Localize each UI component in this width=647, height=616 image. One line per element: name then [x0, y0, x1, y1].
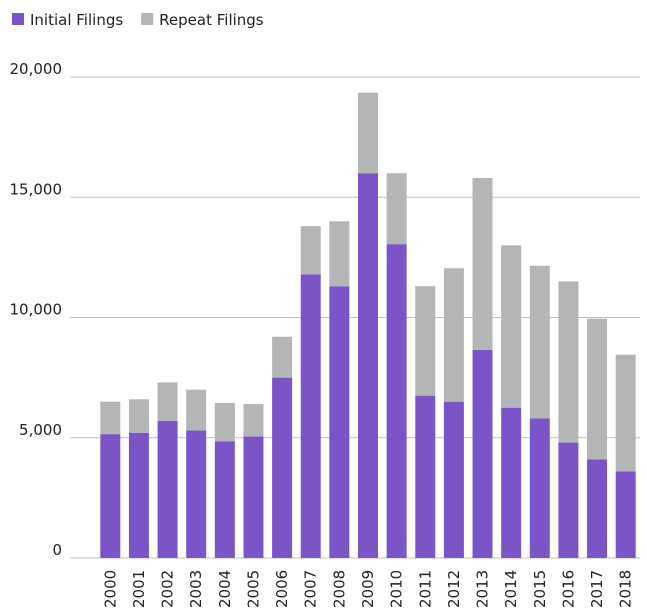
x-tick-label: 2013 [474, 570, 492, 608]
bar-segment [386, 173, 407, 245]
bar-segment [300, 226, 321, 275]
bar-segment [501, 245, 522, 408]
x-tick-label: 2006 [273, 570, 291, 608]
bar-segment [300, 274, 321, 558]
bar-segment [186, 430, 207, 558]
y-tick-label: 10,000 [10, 301, 63, 319]
bar-segment [472, 178, 493, 350]
x-tick-label: 2010 [388, 570, 406, 608]
bar-segment [587, 459, 608, 558]
x-tick-label: 2009 [359, 570, 377, 608]
bar-segment [472, 349, 493, 558]
bar-segment [272, 377, 293, 558]
x-tick-label: 2017 [588, 570, 606, 608]
legend-label: Repeat Filings [159, 11, 264, 29]
x-tick-label: 2002 [159, 570, 177, 608]
legend-swatch [12, 13, 24, 25]
x-tick-label: 2001 [130, 570, 148, 608]
bar-segment [615, 354, 636, 472]
x-tick-label: 2004 [216, 570, 234, 608]
bar-segment [558, 442, 579, 558]
x-tick-label: 2005 [244, 570, 262, 608]
x-tick-label: 2008 [330, 570, 348, 608]
bar-segment [100, 434, 121, 558]
bar-segment [186, 389, 207, 431]
y-tick-label: 0 [52, 541, 62, 559]
bar-segment [214, 441, 235, 558]
x-tick-label: 2015 [531, 570, 549, 608]
bar-segment [415, 395, 436, 558]
bar-segment [329, 286, 350, 558]
legend-label: Initial Filings [30, 11, 123, 29]
bar-segment [128, 432, 149, 558]
x-tick-label: 2000 [101, 570, 119, 608]
bar-segment [587, 318, 608, 460]
x-tick-label: 2003 [187, 570, 205, 608]
x-tick-label: 2014 [502, 570, 520, 608]
bar-segment [358, 92, 378, 174]
bar-segment [157, 420, 178, 558]
bar-segment [443, 268, 464, 402]
bar-segment [529, 265, 550, 419]
bar-segment [243, 436, 264, 558]
x-tick-label: 2011 [416, 570, 434, 608]
x-tick-label: 2007 [302, 570, 320, 608]
bar-segment [415, 286, 436, 396]
bar-segment [214, 402, 235, 442]
legend-swatch [141, 13, 154, 25]
bar-segment [272, 336, 293, 378]
y-tick-label: 20,000 [10, 60, 63, 78]
x-tick-label: 2018 [617, 570, 635, 608]
bar-segment [386, 244, 407, 558]
bar-segment [615, 471, 636, 558]
bar-segment [128, 399, 149, 433]
bar-segment [443, 401, 464, 558]
y-tick-label: 5,000 [19, 421, 62, 439]
bar-segment [558, 281, 579, 443]
x-tick-label: 2012 [445, 570, 463, 608]
bar-segment [157, 382, 178, 421]
bar-segment [358, 173, 378, 558]
y-tick-label: 15,000 [10, 180, 63, 198]
bar-segment [501, 407, 522, 558]
bar-segment [243, 404, 264, 437]
bar-segment [100, 401, 121, 435]
x-tick-label: 2016 [559, 570, 577, 608]
bar-segment [329, 221, 350, 287]
bar-segment [529, 418, 550, 558]
